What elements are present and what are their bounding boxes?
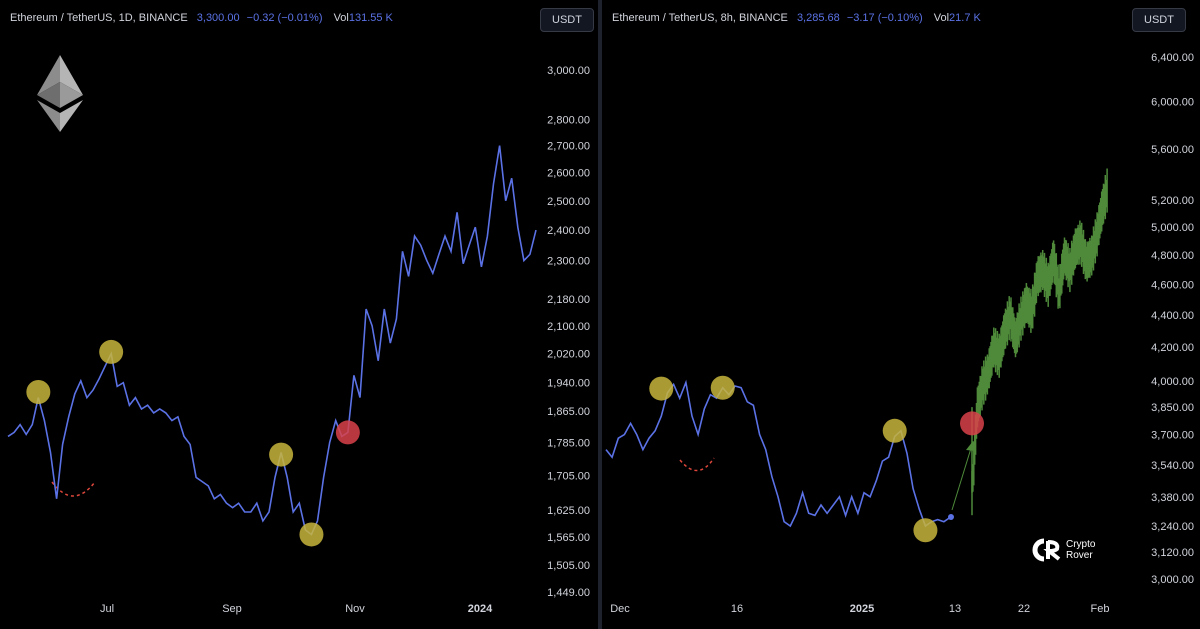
time-axis-label: Sep bbox=[222, 603, 242, 615]
last-price-dot bbox=[948, 514, 954, 520]
left-price: 3,300.00 bbox=[196, 12, 240, 24]
price-axis-label: 4,000.00 bbox=[1151, 376, 1194, 388]
price-axis-label: 5,600.00 bbox=[1151, 144, 1194, 156]
price-line bbox=[605, 379, 951, 528]
watermark-line2: Rover bbox=[1066, 550, 1093, 561]
price-axis-label: 2,800.00 bbox=[547, 114, 590, 126]
price-axis-label: 1,940.00 bbox=[547, 378, 590, 390]
price-axis-label: 4,400.00 bbox=[1151, 310, 1194, 322]
price-axis-label: 1,785.00 bbox=[547, 437, 590, 449]
ethereum-logo-facet bbox=[37, 55, 60, 95]
right-symbol: Ethereum / TetherUS, 8h, BINANCE bbox=[612, 12, 788, 24]
left-symbol: Ethereum / TetherUS, 1D, BINANCE bbox=[10, 12, 188, 24]
dashed-bottom-curve bbox=[679, 457, 715, 472]
price-axis-label: 2,500.00 bbox=[547, 196, 590, 208]
right-vol-value: 21.7 K bbox=[949, 12, 981, 24]
right-vol-label: Vol bbox=[933, 12, 950, 24]
price-axis-label: 2,400.00 bbox=[547, 225, 590, 237]
price-axis-label: 2,180.00 bbox=[547, 294, 590, 306]
time-axis-label: 2025 bbox=[850, 603, 874, 615]
price-axis-label: 2,700.00 bbox=[547, 141, 590, 153]
left-change: −0.32 (−0.01%) bbox=[246, 12, 323, 24]
price-axis-label: 2,300.00 bbox=[547, 256, 590, 268]
yellow-marker bbox=[710, 375, 735, 400]
price-axis-label: 2,100.00 bbox=[547, 321, 590, 333]
yellow-marker bbox=[299, 522, 324, 547]
price-axis-label: 1,565.00 bbox=[547, 532, 590, 544]
price-axis-label: 1,705.00 bbox=[547, 470, 590, 482]
price-axis-label: 5,200.00 bbox=[1151, 195, 1194, 207]
ethereum-logo-icon bbox=[37, 55, 83, 132]
price-axis-label: 4,200.00 bbox=[1151, 342, 1194, 354]
time-axis-label: 2024 bbox=[468, 603, 493, 615]
crypto-rover-logo-icon bbox=[1032, 538, 1061, 562]
price-axis-label: 3,700.00 bbox=[1151, 430, 1194, 442]
price-axis-label: 4,600.00 bbox=[1151, 280, 1194, 292]
yellow-marker bbox=[913, 518, 938, 543]
yellow-marker bbox=[99, 339, 124, 364]
price-axis-label: 6,400.00 bbox=[1151, 52, 1194, 64]
ethereum-logo-facet bbox=[60, 82, 83, 108]
price-axis-label: 6,000.00 bbox=[1151, 96, 1194, 108]
time-axis-label: 16 bbox=[731, 603, 743, 615]
right-change: −3.17 (−0.10%) bbox=[846, 12, 923, 24]
panel-divider[interactable] bbox=[598, 0, 602, 629]
left-vol-label: Vol bbox=[333, 12, 349, 24]
red-marker bbox=[960, 411, 984, 436]
price-axis-label: 1,625.00 bbox=[547, 505, 590, 517]
price-axis-label: 3,000.00 bbox=[1151, 574, 1194, 586]
left-currency-button[interactable]: USDT bbox=[540, 8, 594, 32]
left-chart-canvas[interactable]: 3,000.00 2,800.00 2,700.00 2,600.00 2,500.00… bbox=[0, 0, 598, 629]
right-chart-panel: 6,400.00 6,000.00 5,600.00 5,200.00 5,000.00… bbox=[602, 0, 1200, 629]
yellow-marker bbox=[26, 379, 51, 404]
yellow-marker bbox=[882, 418, 907, 443]
price-axis-label: 3,000.00 bbox=[547, 65, 590, 77]
ethereum-logo-facet bbox=[37, 100, 60, 132]
price-axis-label: 3,540.00 bbox=[1151, 460, 1194, 472]
right-price: 3,285.68 bbox=[796, 12, 840, 24]
watermark-line1: Crypto bbox=[1066, 539, 1096, 550]
time-axis-label: 13 bbox=[949, 603, 961, 615]
price-axis-label: 2,600.00 bbox=[547, 168, 590, 180]
price-axis-label: 5,000.00 bbox=[1151, 222, 1194, 234]
right-chart-header: Ethereum / TetherUS, 8h, BINANCE 3,285.6… bbox=[612, 12, 981, 24]
projection-arrow bbox=[951, 444, 973, 511]
time-axis-label: 22 bbox=[1018, 603, 1030, 615]
left-chart-header: Ethereum / TetherUS, 1D, BINANCE 3,300.0… bbox=[10, 12, 393, 24]
price-axis-label: 1,865.00 bbox=[547, 406, 590, 418]
crypto-rover-watermark: Crypto Rover bbox=[1030, 538, 1095, 562]
right-chart-canvas[interactable]: 6,400.00 6,000.00 5,600.00 5,200.00 5,000.00… bbox=[602, 0, 1200, 629]
price-axis-label: 4,800.00 bbox=[1151, 250, 1194, 262]
time-axis-label: Feb bbox=[1091, 603, 1110, 615]
time-axis-label: Dec bbox=[610, 603, 630, 615]
price-axis-label: 2,020.00 bbox=[547, 349, 590, 361]
red-marker bbox=[335, 420, 360, 445]
ethereum-logo-facet bbox=[60, 100, 83, 132]
right-currency-button[interactable]: USDT bbox=[1132, 8, 1186, 32]
price-axis-label: 3,120.00 bbox=[1151, 547, 1194, 559]
projection-arrow-head bbox=[966, 441, 976, 451]
yellow-marker bbox=[649, 376, 674, 401]
time-axis-label: Jul bbox=[100, 603, 114, 615]
left-chart-panel: 3,000.00 2,800.00 2,700.00 2,600.00 2,500.00… bbox=[0, 0, 598, 629]
price-axis-label: 3,240.00 bbox=[1151, 521, 1194, 533]
price-axis-label: 1,449.00 bbox=[547, 587, 590, 599]
left-vol-value: 131.55 K bbox=[348, 12, 393, 24]
price-axis-label: 3,850.00 bbox=[1151, 402, 1194, 414]
ethereum-logo-facet bbox=[60, 55, 83, 95]
yellow-marker bbox=[269, 442, 294, 467]
dashed-bottom-curve bbox=[51, 481, 96, 497]
price-line bbox=[7, 145, 537, 536]
time-axis-label: Nov bbox=[345, 603, 365, 615]
ethereum-logo-facet bbox=[37, 82, 60, 108]
price-axis-label: 3,380.00 bbox=[1151, 492, 1194, 504]
price-axis-label: 1,505.00 bbox=[547, 560, 590, 572]
